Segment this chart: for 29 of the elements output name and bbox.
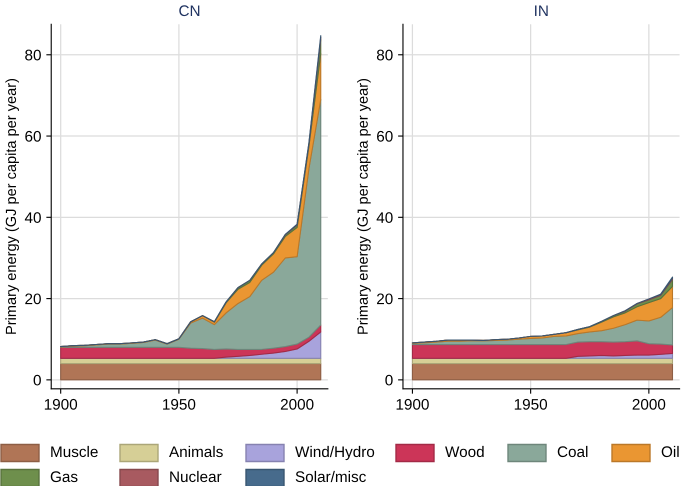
y-tick-label: 80 bbox=[25, 50, 41, 60]
y-tick-label: 40 bbox=[376, 212, 393, 224]
x-tick-label: 2000 bbox=[632, 398, 666, 410]
y-tick-label: 40 bbox=[24, 212, 41, 224]
legend-label: Muscle bbox=[51, 446, 98, 458]
y-tick-label: 60 bbox=[377, 130, 393, 142]
y-tick-label: 20 bbox=[25, 293, 41, 304]
x-tick-label: 1950 bbox=[163, 398, 196, 410]
y-tick-label: 20 bbox=[377, 293, 393, 304]
x-tick-label: 1900 bbox=[44, 398, 78, 410]
legend-label: Gas bbox=[50, 471, 78, 482]
y-tick-label: 60 bbox=[25, 130, 41, 142]
y-tick-label: 80 bbox=[376, 50, 393, 60]
legend-label: Coal bbox=[558, 446, 588, 458]
chart-title: CN bbox=[179, 5, 200, 16]
legend-label: Wood bbox=[445, 446, 484, 458]
chart-title: IN bbox=[535, 5, 548, 16]
y-tick-label: 0 bbox=[385, 374, 393, 386]
legend-label: Nuclear bbox=[170, 470, 222, 482]
y-axis-title: Primary energy (GJ per capita per year) bbox=[5, 78, 19, 334]
legend-label: Oil bbox=[662, 446, 679, 458]
legend-label: Wind/Hydro bbox=[295, 446, 374, 460]
x-tick-label: 1900 bbox=[396, 398, 429, 410]
x-tick-label: 1950 bbox=[514, 398, 548, 410]
x-tick-label: 2000 bbox=[280, 398, 314, 410]
y-axis-title: Primary energy (GJ per capita per year) bbox=[357, 78, 371, 334]
legend-label: Solar/misc bbox=[296, 470, 366, 482]
y-tick-label: 0 bbox=[34, 374, 41, 386]
legend-label: Animals bbox=[169, 446, 223, 458]
